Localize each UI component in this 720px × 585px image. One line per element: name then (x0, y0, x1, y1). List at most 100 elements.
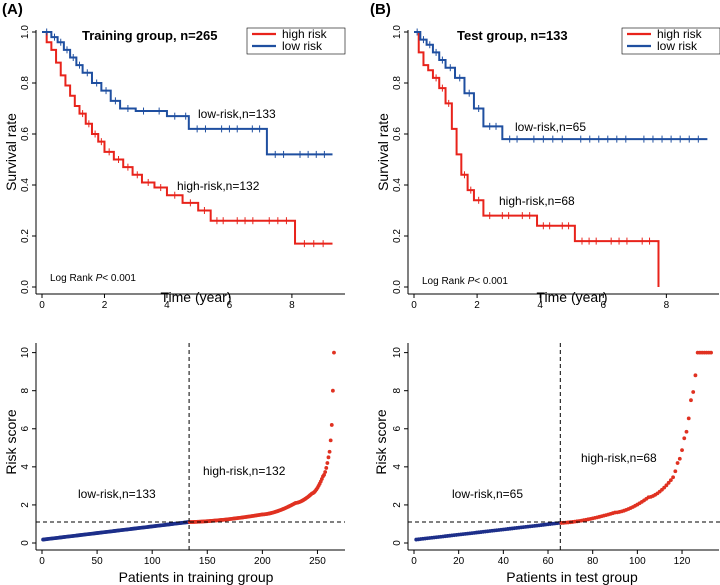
risk-label-high-training: high-risk,n=132 (203, 464, 286, 478)
km-plot-test: Test group, n=133 Time (year) Survival r… (375, 25, 720, 311)
y-tick-label: 10 (20, 347, 31, 359)
y-tick-label: 0.6 (20, 127, 31, 141)
risk-point-high (664, 483, 669, 488)
y-tick-label: 0.4 (392, 178, 403, 192)
legend-label-high: high risk (282, 27, 328, 41)
y-tick-label: 6 (20, 426, 31, 432)
x-tick-label: 4 (537, 300, 543, 311)
y-tick-label: 4 (20, 464, 31, 470)
x-tick-label: 0 (39, 300, 45, 311)
risk-point-high (324, 466, 329, 470)
risk-point-high (330, 388, 335, 393)
risk-ylabel-test: Risk score (373, 409, 389, 475)
x-tick-label: 200 (254, 556, 271, 567)
x-tick-label: 2 (102, 300, 108, 311)
km-xlabel-test: Time (year) (536, 289, 607, 305)
risk-point-high (677, 456, 682, 461)
km-curve-high-risk (414, 31, 660, 287)
x-tick-label: 8 (664, 300, 670, 311)
logrank-training: Log Rank P< 0.001 (50, 273, 136, 284)
risk-point-high (322, 473, 326, 477)
x-tick-label: 2 (474, 300, 480, 311)
km-ylabel-test: Survival rate (375, 113, 391, 191)
risk-point-high (709, 350, 713, 355)
km-ylabel-training: Survival rate (3, 113, 19, 191)
risk-point-high (675, 461, 680, 465)
x-tick-label: 150 (199, 556, 216, 567)
x-tick-label: 60 (542, 556, 554, 567)
y-tick-label: 0 (20, 540, 31, 546)
km-plot-training: Training group, n=265 Time (year) Surviv… (3, 25, 346, 311)
km-label-low-test: low-risk,n=65 (515, 120, 586, 134)
risk-point-high (327, 449, 332, 454)
logrank-test: Log Rank P< 0.001 (422, 276, 508, 287)
panel-label-b: (B) (370, 1, 391, 18)
y-tick-label: 0 (392, 540, 403, 546)
risk-point-high (680, 448, 684, 453)
km-title-test: Test group, n=133 (457, 28, 568, 43)
y-tick-label: 0.0 (20, 280, 31, 294)
km-curve-low-risk (414, 31, 708, 141)
risk-point-high (325, 461, 330, 465)
risk-xlabel-test: Patients in test group (506, 569, 638, 585)
risk-point-high (328, 438, 333, 443)
y-tick-label: 4 (392, 464, 403, 470)
x-tick-label: 0 (39, 556, 45, 567)
risk-point-high (671, 475, 675, 480)
legend-training: high risk low risk (246, 27, 346, 55)
y-tick-label: 1.0 (392, 25, 403, 39)
y-tick-label: 0.8 (20, 76, 31, 90)
risk-point-high (668, 478, 673, 483)
x-tick-label: 4 (164, 300, 170, 311)
legend-test: high risk low risk (621, 27, 720, 55)
x-tick-label: 100 (144, 556, 161, 567)
legend-label-low: low risk (282, 39, 323, 53)
risk-point-high (329, 423, 334, 427)
y-tick-label: 8 (392, 387, 403, 393)
km-xlabel-training: Time (year) (160, 289, 231, 305)
x-tick-label: 50 (92, 556, 104, 567)
x-tick-label: 120 (674, 556, 691, 567)
risk-label-low-training: low-risk,n=133 (78, 487, 156, 501)
y-tick-label: 8 (20, 387, 31, 393)
km-label-low-training: low-risk,n=133 (198, 107, 276, 121)
x-tick-label: 0 (411, 556, 417, 567)
legend-label-low: low risk (657, 39, 698, 53)
risk-label-low-test: low-risk,n=65 (452, 487, 523, 501)
y-tick-label: 6 (392, 426, 403, 432)
km-title-training: Training group, n=265 (82, 28, 217, 43)
risk-point-high (686, 416, 691, 421)
risk-point-high (332, 350, 336, 355)
legend-box (621, 27, 720, 55)
y-tick-label: 2 (392, 502, 403, 508)
risk-plot-test: Patients in test group Risk score low-ri… (373, 343, 720, 585)
risk-point-high (684, 429, 689, 434)
y-tick-label: 0.4 (20, 178, 31, 192)
risk-ylabel-training: Risk score (3, 409, 19, 475)
x-tick-label: 6 (600, 300, 606, 311)
y-tick-label: 1.0 (20, 25, 31, 39)
risk-point-high (673, 469, 678, 474)
y-tick-label: 0.2 (392, 229, 403, 243)
x-tick-label: 0 (411, 300, 417, 311)
legend-label-high: high risk (657, 27, 703, 41)
y-tick-label: 10 (392, 347, 403, 359)
risk-xlabel-training: Patients in training group (119, 569, 274, 585)
risk-point-high (693, 373, 698, 378)
risk-plot-training: Patients in training group Risk score lo… (3, 343, 345, 585)
risk-label-high-test: high-risk,n=68 (581, 451, 657, 465)
x-tick-label: 250 (309, 556, 326, 567)
km-label-high-test: high-risk,n=68 (499, 194, 575, 208)
km-curve-high-risk (42, 31, 333, 245)
y-tick-label: 0.2 (20, 229, 31, 243)
y-tick-label: 0.8 (392, 76, 403, 90)
x-tick-label: 100 (629, 556, 646, 567)
x-tick-label: 20 (453, 556, 465, 567)
panel-label-a: (A) (2, 1, 23, 18)
x-tick-label: 80 (587, 556, 599, 567)
y-tick-label: 0.6 (392, 127, 403, 141)
y-tick-label: 2 (20, 502, 31, 508)
x-tick-label: 8 (289, 300, 295, 311)
x-tick-label: 40 (498, 556, 510, 567)
